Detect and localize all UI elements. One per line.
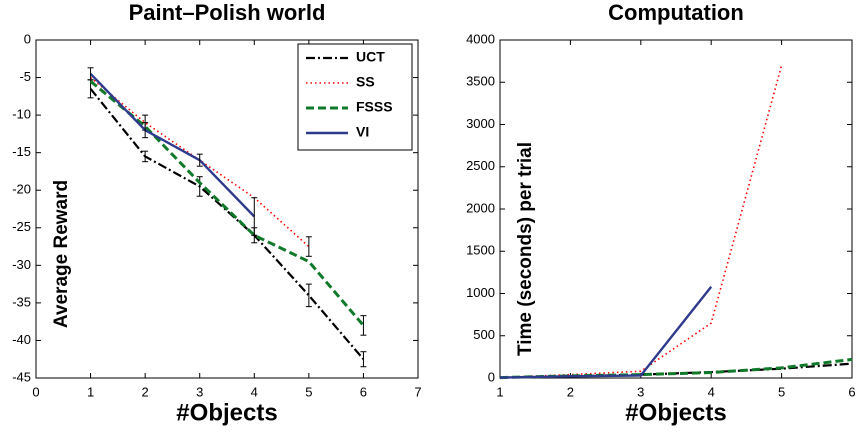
x-tick-label: 4 (251, 384, 258, 399)
y-tick-label: -5 (19, 69, 31, 84)
x-tick-label: 5 (305, 384, 312, 399)
x-tick-label: 2 (567, 384, 574, 399)
chart-title: Computation (608, 0, 744, 25)
error-bar (142, 122, 149, 139)
error-bar (305, 283, 312, 308)
y-tick-label: -15 (12, 144, 31, 159)
y-tick-label: 500 (473, 327, 495, 342)
x-tick-label: 3 (637, 384, 644, 399)
plot-frame (35, 39, 419, 379)
x-tick-label: 7 (414, 384, 421, 399)
series-line (499, 285, 713, 379)
y-tick-label: 2000 (466, 200, 495, 215)
legend-label: FSSS (356, 99, 393, 115)
series-line (89, 72, 256, 218)
chart-panel: Computation #Objects Time (seconds) per tr… (466, 0, 856, 426)
x-tick-label: 5 (778, 384, 785, 399)
legend: UCT SS FSSS VI (297, 43, 413, 151)
series-line (89, 80, 365, 327)
legend-label: UCT (356, 49, 385, 65)
x-tick-label: 0 (32, 384, 39, 399)
series-line (499, 65, 783, 379)
y-tick-label: 4000 (466, 31, 495, 46)
y-tick-label: 1500 (466, 243, 495, 258)
x-tick-label: 1 (496, 384, 503, 399)
y-tick-label: 1000 (466, 285, 495, 300)
y-tick-label: -30 (12, 257, 31, 272)
error-bar (305, 236, 312, 257)
error-bar (87, 67, 94, 81)
x-axis-label: #Objects (176, 399, 277, 426)
y-tick-label: 0 (488, 369, 495, 384)
x-tick-label: 1 (87, 384, 94, 399)
series-line (499, 357, 853, 380)
x-tick-label: 4 (708, 384, 715, 399)
y-tick-label: -25 (12, 219, 31, 234)
chart-panel: Paint–Polish world #Objects Average Reward… (12, 0, 421, 426)
error-bar (360, 351, 367, 368)
error-bar (196, 176, 203, 197)
y-tick-label: 3000 (466, 116, 495, 131)
legend-label: VI (356, 124, 369, 140)
error-bar (251, 197, 258, 236)
y-tick-label: -10 (12, 107, 31, 122)
legend-label: SS (356, 74, 375, 90)
y-axis-label: Time (seconds) per trial (515, 142, 536, 356)
y-tick-label: -45 (12, 369, 31, 384)
y-axis-label: Average Reward (51, 180, 72, 328)
error-bar (196, 153, 203, 167)
y-tick-label: 2500 (466, 158, 495, 173)
error-bar (360, 315, 367, 336)
y-tick-label: -40 (12, 332, 31, 347)
y-tick-label: -35 (12, 294, 31, 309)
x-tick-label: 2 (142, 384, 149, 399)
chart-title: Paint–Polish world (129, 0, 326, 25)
x-tick-label: 6 (360, 384, 367, 399)
y-tick-label: 3500 (466, 74, 495, 89)
series-line (89, 88, 365, 360)
plot-frame (499, 39, 853, 379)
error-bar (142, 150, 149, 163)
y-tick-label: 0 (24, 31, 31, 46)
x-tick-label: 3 (196, 384, 203, 399)
y-tick-label: -20 (12, 182, 31, 197)
x-tick-label: 6 (848, 384, 855, 399)
x-axis-label: #Objects (625, 399, 726, 426)
